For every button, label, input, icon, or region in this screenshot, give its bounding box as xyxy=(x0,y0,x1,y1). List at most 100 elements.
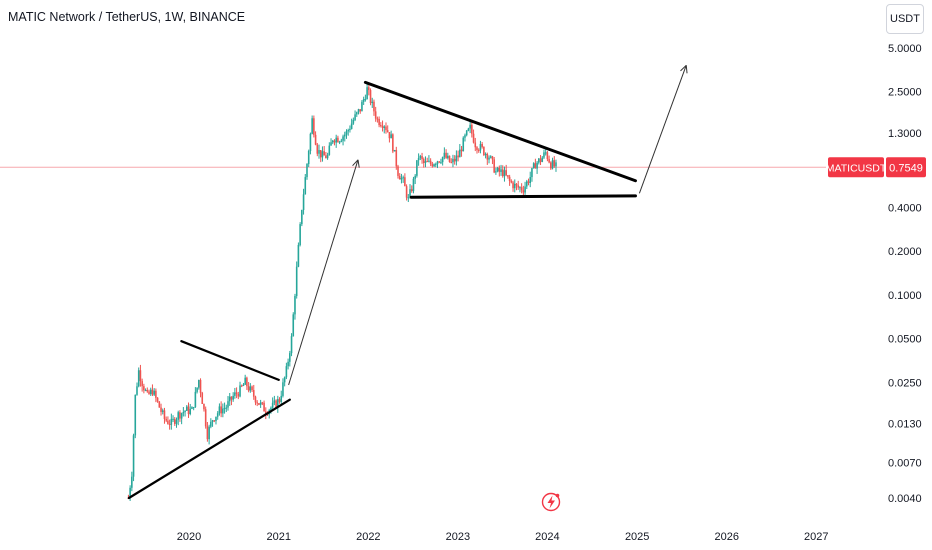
candle xyxy=(474,137,477,152)
candle xyxy=(295,261,298,299)
candle-body xyxy=(215,416,217,422)
candle xyxy=(388,131,391,143)
candle-body xyxy=(551,160,554,169)
candle-body xyxy=(438,161,441,163)
candle-body xyxy=(366,87,368,100)
candle xyxy=(380,122,382,128)
candle xyxy=(259,399,262,408)
candle-body xyxy=(536,162,538,169)
candle xyxy=(287,358,289,370)
candle-body xyxy=(488,157,490,160)
candle xyxy=(306,163,308,180)
candle xyxy=(258,403,260,406)
candle-body xyxy=(139,370,142,382)
candle-body xyxy=(271,402,274,408)
currency-button[interactable]: USDT xyxy=(886,4,924,34)
candle-body xyxy=(519,187,521,189)
candle-body xyxy=(136,386,138,395)
candle-body xyxy=(208,426,210,440)
candle xyxy=(198,379,200,390)
candle xyxy=(153,388,155,397)
candle-body xyxy=(553,160,556,167)
candle-body xyxy=(211,420,214,422)
candle xyxy=(328,142,331,156)
candle xyxy=(472,129,475,144)
candle xyxy=(307,149,310,167)
candle-body xyxy=(448,155,451,162)
lower-triangle-lower-line[interactable] xyxy=(127,398,291,500)
candle-body xyxy=(290,336,293,354)
candle xyxy=(393,149,396,152)
breakout-arrow-2[interactable] xyxy=(638,64,688,194)
candle-body xyxy=(168,423,171,425)
candle xyxy=(155,388,157,403)
candle xyxy=(208,424,210,445)
candle xyxy=(441,156,444,166)
price-tag-symbol: MATICUSDT xyxy=(826,162,887,174)
candle xyxy=(184,410,186,417)
candle-body xyxy=(404,177,406,187)
candle xyxy=(488,155,490,164)
candle xyxy=(350,118,353,130)
candle-body xyxy=(493,159,495,173)
upper-triangle-support-line[interactable] xyxy=(409,194,637,199)
candle-body xyxy=(450,161,453,163)
candle-body xyxy=(203,403,205,410)
candle-body xyxy=(349,128,351,131)
candle-body xyxy=(259,402,262,405)
candle xyxy=(496,166,499,173)
candle-body xyxy=(380,125,382,127)
candle-body xyxy=(287,361,289,367)
candle xyxy=(173,417,176,426)
candle-body xyxy=(460,149,463,152)
candle xyxy=(222,403,224,418)
candle-body xyxy=(192,407,195,409)
candle xyxy=(158,401,161,408)
upper-triangle-resistance-line[interactable] xyxy=(363,80,637,183)
candle xyxy=(206,421,209,442)
candle xyxy=(531,167,533,182)
candle xyxy=(505,164,507,177)
candle xyxy=(338,140,341,145)
candle xyxy=(331,139,334,145)
candle xyxy=(309,132,312,155)
candle-body xyxy=(283,377,286,383)
candle-body xyxy=(275,400,277,408)
candle xyxy=(374,106,377,122)
candle xyxy=(477,148,480,153)
candle xyxy=(541,156,544,163)
candle xyxy=(508,174,511,186)
breakout-arrow-1[interactable] xyxy=(288,159,360,386)
candle-body xyxy=(402,177,404,179)
x-tick-label: 2020 xyxy=(177,531,201,543)
candle-body xyxy=(266,414,269,416)
candle-body xyxy=(237,393,240,397)
candle-body xyxy=(333,140,336,143)
candle-body xyxy=(146,390,149,392)
candle-body xyxy=(155,390,157,398)
candle-body xyxy=(409,189,411,198)
candle xyxy=(261,401,264,406)
candle xyxy=(137,367,140,388)
candle-body xyxy=(368,87,370,91)
candle xyxy=(220,401,222,418)
candle-body xyxy=(407,197,410,199)
candle xyxy=(519,186,521,193)
candle xyxy=(426,157,428,163)
candle-body xyxy=(355,112,358,115)
candle xyxy=(175,417,178,428)
candle xyxy=(191,406,193,410)
candle-body xyxy=(419,156,422,159)
candle-body xyxy=(342,136,344,141)
candle-body xyxy=(335,137,337,143)
candle-body xyxy=(134,394,137,436)
candle-body xyxy=(507,175,509,177)
candle xyxy=(352,117,355,125)
candle xyxy=(362,96,365,105)
candle xyxy=(553,156,556,168)
lower-triangle-upper-line[interactable] xyxy=(180,340,280,381)
candle xyxy=(316,142,319,157)
candle xyxy=(486,152,489,165)
candle xyxy=(354,110,356,122)
